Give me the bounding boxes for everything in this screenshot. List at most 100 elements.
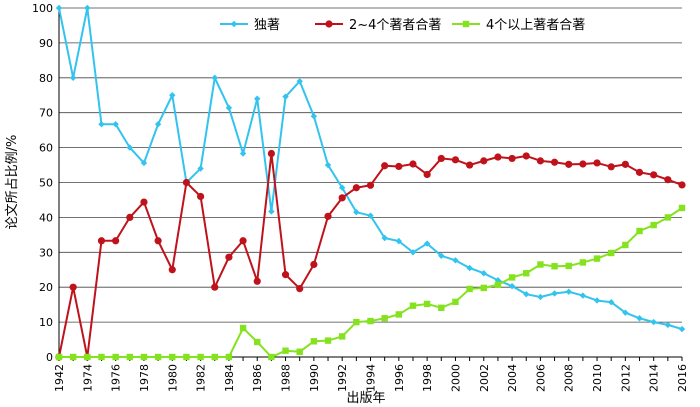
data-point — [608, 299, 615, 306]
data-point — [579, 160, 587, 168]
x-tick-label: 1982 — [195, 364, 208, 392]
y-tick-label: 10 — [39, 316, 53, 329]
data-point — [282, 93, 289, 100]
data-point — [140, 353, 148, 361]
data-point — [168, 266, 176, 274]
data-point — [97, 237, 106, 245]
x-tick-label: 1974 — [81, 364, 94, 392]
data-point — [466, 161, 474, 169]
data-point — [338, 333, 346, 340]
x-axis-title: 出版年 — [346, 391, 385, 406]
series-2 — [55, 149, 686, 361]
series-3 — [55, 204, 686, 361]
x-tick-label: 1994 — [365, 364, 378, 392]
data-point — [296, 78, 303, 85]
data-point — [69, 74, 77, 81]
data-point — [508, 154, 516, 163]
data-point — [409, 160, 417, 168]
data-point — [69, 283, 77, 291]
data-point — [239, 150, 247, 157]
data-point — [281, 271, 290, 279]
data-point — [197, 353, 204, 361]
data-point — [112, 237, 120, 245]
data-point — [225, 353, 233, 361]
x-tick-label: 2012 — [619, 364, 632, 392]
y-tick-label: 0 — [46, 351, 53, 364]
data-point — [579, 292, 587, 299]
data-point — [310, 260, 318, 269]
data-point — [593, 255, 601, 262]
legend-item: 4个以上著者合著 — [452, 18, 585, 33]
x-tick-label: 1996 — [393, 364, 406, 392]
data-point — [409, 249, 417, 256]
y-tick-label: 100 — [32, 2, 53, 15]
data-point — [593, 159, 601, 167]
x-tick-labels: 1942 1974 1976 1978 1980 1982 1984 1986 1988 1990… — [53, 364, 689, 392]
legend-item: 2~4个著者合著 — [315, 18, 441, 33]
data-point — [650, 171, 658, 179]
data-point — [494, 153, 502, 161]
data-point — [225, 253, 233, 261]
data-point — [438, 304, 445, 311]
x-tick-label: 1998 — [421, 364, 434, 392]
data-point — [536, 157, 545, 165]
data-point — [324, 212, 332, 220]
data-point — [678, 181, 686, 189]
data-point — [126, 144, 133, 151]
x-tick-label: 1986 — [251, 364, 264, 392]
data-point — [423, 240, 431, 247]
data-point — [324, 337, 332, 344]
data-point — [169, 92, 176, 99]
data-point — [225, 104, 233, 112]
data-point — [338, 184, 346, 191]
data-point — [254, 95, 261, 102]
data-point — [494, 281, 502, 288]
data-point — [239, 324, 247, 332]
data-point — [480, 270, 487, 277]
data-point — [551, 290, 558, 297]
data-point — [310, 112, 318, 120]
data-point — [353, 318, 360, 326]
data-point — [352, 184, 360, 192]
y-axis-title: 论文所占比例/% — [5, 135, 20, 230]
series-line — [59, 207, 683, 358]
data-point — [438, 252, 445, 259]
data-point — [551, 263, 558, 270]
y-tick-label: 70 — [39, 107, 53, 120]
y-tick-label: 20 — [39, 281, 53, 294]
data-point — [395, 162, 403, 171]
data-point — [395, 311, 403, 318]
data-point — [268, 208, 275, 215]
series-line — [58, 7, 683, 331]
data-point — [664, 321, 672, 329]
data-point — [154, 353, 162, 361]
data-point — [353, 208, 360, 216]
y-tick-label: 80 — [39, 72, 53, 85]
data-point — [366, 181, 375, 189]
x-tick-label: 1976 — [110, 364, 123, 392]
data-point — [267, 149, 275, 158]
y-tick-label: 30 — [39, 246, 53, 259]
x-tick-label: 1984 — [223, 364, 236, 392]
data-point — [607, 163, 615, 171]
data-point — [182, 178, 191, 187]
data-point — [423, 300, 431, 308]
data-point — [324, 161, 332, 169]
data-point — [196, 192, 205, 201]
x-tick-label: 2010 — [591, 364, 604, 392]
data-point — [678, 325, 686, 333]
data-point — [98, 353, 105, 361]
data-point — [296, 348, 303, 355]
y-tick-labels: 0 10 20 30 40 50 60 70 80 90 100 — [32, 2, 53, 364]
data-point — [635, 168, 644, 176]
data-point — [112, 121, 119, 128]
data-point — [98, 121, 105, 128]
y-tick-label: 50 — [39, 177, 53, 190]
data-point — [239, 237, 247, 245]
data-point — [664, 176, 672, 184]
data-point — [338, 194, 346, 202]
data-point — [579, 259, 587, 266]
data-point — [254, 338, 261, 346]
data-point — [112, 353, 119, 361]
